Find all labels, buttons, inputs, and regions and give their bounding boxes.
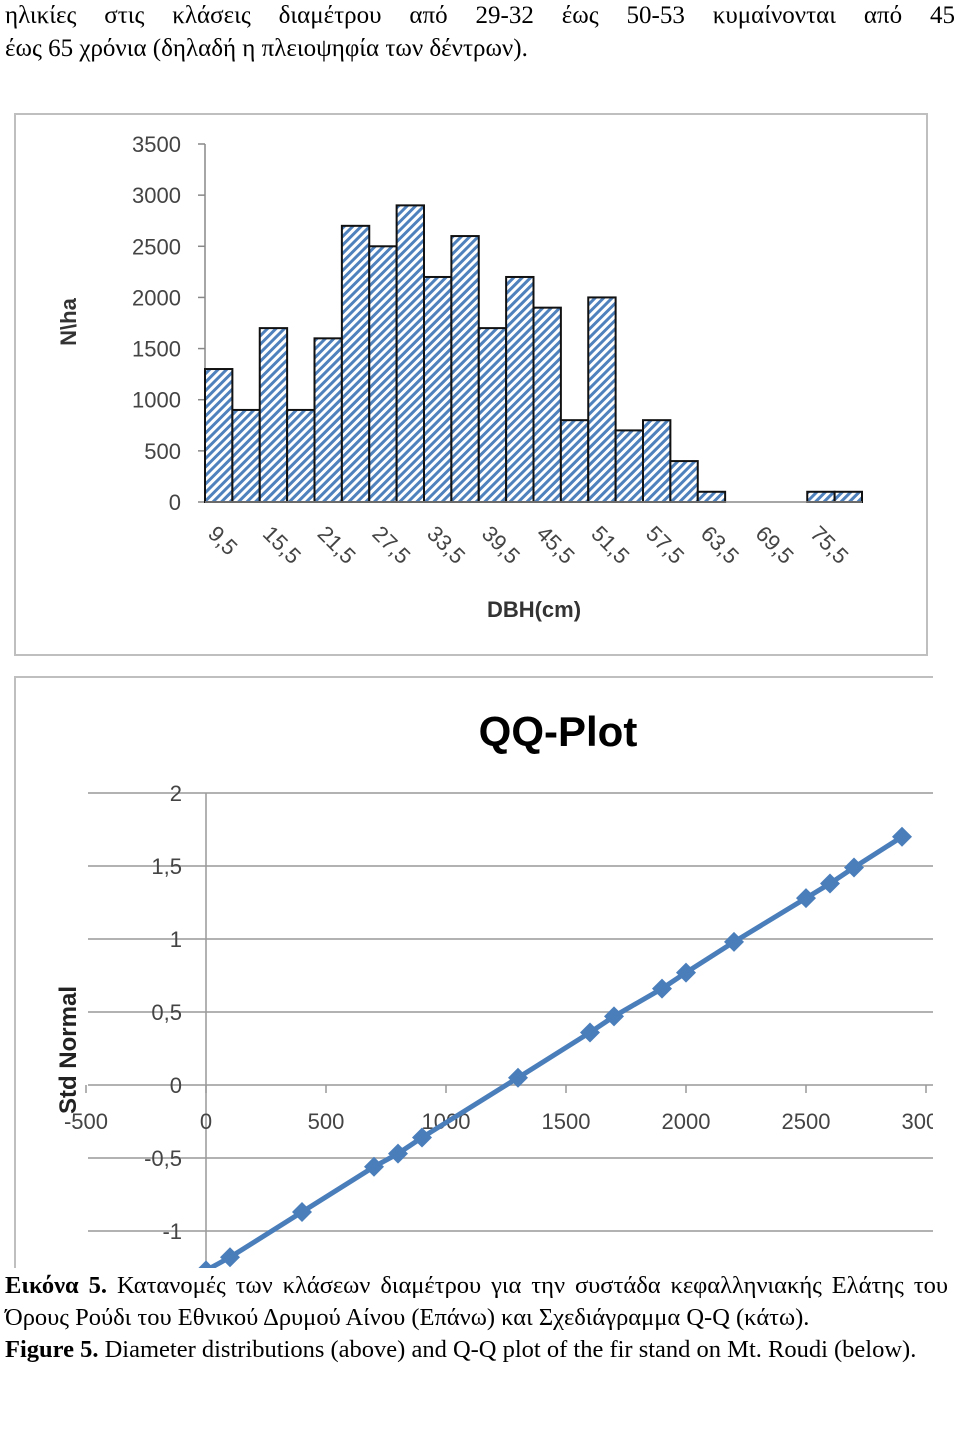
caption: Εικόνα 5. Κατανομές των κλάσεων διαμέτρο…: [5, 1270, 948, 1366]
x-tick-label: -500: [64, 1109, 108, 1134]
caption-label: Εικόνα 5.: [5, 1272, 108, 1299]
bar: [477, 327, 508, 503]
bar: [258, 327, 289, 503]
y-tick-label: 2: [170, 781, 182, 806]
bar: [204, 368, 234, 503]
y-tick-label: -0,5: [144, 1146, 182, 1171]
y-tick-label: 500: [144, 439, 181, 464]
data-point: [580, 1022, 600, 1043]
y-tick-label: 1: [170, 927, 182, 952]
bar: [806, 490, 836, 503]
x-tick-label: 3000: [902, 1109, 951, 1134]
x-tick-label: 500: [308, 1109, 345, 1134]
x-tick-label: 75,5: [805, 521, 853, 569]
bar: [231, 408, 261, 504]
data-point: [388, 1143, 408, 1164]
caption-text: Diameter distributions (above) and Q-Q p…: [104, 1336, 917, 1363]
data-point: [508, 1067, 528, 1088]
x-tick-label: 2000: [662, 1109, 711, 1134]
y-tick-label: 3000: [132, 183, 181, 208]
bar: [423, 275, 453, 503]
chart-border: [14, 676, 933, 1268]
y-tick-label: 0: [170, 1073, 182, 1098]
chart-border: [14, 113, 928, 656]
x-tick-label: 57,5: [641, 521, 689, 569]
x-tick-label: 51,5: [586, 521, 634, 569]
x-tick-label: 1500: [542, 1109, 591, 1134]
y-tick-label: 3500: [132, 132, 181, 157]
bar: [340, 224, 371, 503]
data-point: [292, 1202, 312, 1223]
data-line: [205, 834, 904, 1268]
data-point: [676, 962, 696, 983]
data-point: [892, 826, 912, 847]
bar: [833, 490, 863, 503]
y-tick-label: 2000: [132, 285, 181, 310]
chart-title: QQ-Plot: [479, 708, 638, 755]
bar: [614, 429, 644, 503]
bar: [505, 275, 535, 503]
y-tick-label: 0,5: [151, 1000, 182, 1025]
data-point: [604, 1006, 624, 1027]
x-tick-label: 69,5: [751, 521, 799, 569]
caption-english: Figure 5. Diameter distributions (above)…: [5, 1334, 948, 1366]
data-point: [364, 1156, 384, 1177]
data-point: [412, 1127, 432, 1148]
x-tick-label: 27,5: [367, 521, 415, 569]
y-tick-label: 2500: [132, 234, 181, 259]
x-tick-label: 9,5: [203, 521, 242, 560]
data-point: [652, 978, 672, 999]
bar: [286, 408, 316, 504]
bar: [450, 235, 480, 504]
qq-plot: QQ-Plot-1-0,500,511,52-500 0 500 1000 1500 20…: [14, 676, 951, 1268]
data-point: [724, 931, 744, 952]
caption-text: Κατανομές των κλάσεων διαμέτρου για την …: [5, 1272, 948, 1331]
y-tick-label: 1,5: [151, 854, 182, 879]
bar: [532, 306, 562, 503]
caption-label: Figure 5.: [5, 1336, 99, 1363]
caption-greek: Εικόνα 5. Κατανομές των κλάσεων διαμέτρο…: [5, 1270, 948, 1334]
x-tick-label: 33,5: [422, 521, 470, 569]
bar: [696, 490, 727, 503]
x-tick-label: 63,5: [696, 521, 744, 569]
x-tick-label: 39,5: [477, 521, 525, 569]
y-tick-label: 1500: [132, 337, 181, 362]
bar: [368, 245, 398, 503]
x-tick-label: 45,5: [532, 521, 580, 569]
data-point: [796, 888, 816, 909]
bar: [395, 204, 425, 503]
data-point: [820, 873, 840, 894]
data-point: [198, 1260, 214, 1268]
bar: [669, 460, 699, 504]
bar: [559, 419, 590, 503]
bar: [642, 419, 672, 503]
y-axis-title: Std Normal: [55, 986, 82, 1114]
x-axis-title: DBH(cm): [487, 597, 581, 622]
x-tick-label: 0: [200, 1109, 212, 1134]
x-tick-label: 15,5: [258, 521, 306, 569]
bar: [587, 296, 617, 503]
histogram: 0 500 1000 1500 2000 2500 3000 3500 9,5 15,5 21,5 2…: [56, 132, 863, 622]
paragraph-line: έως 65 χρόνια (δηλαδή η πλειοψηφία των δ…: [5, 35, 528, 62]
x-tick-label: 2500: [782, 1109, 831, 1134]
data-point: [844, 857, 864, 878]
y-tick-label: 0: [169, 490, 181, 515]
bar: [313, 337, 343, 504]
x-tick-label: 21,5: [313, 521, 361, 569]
paragraph-line: ηλικίες στις κλάσεις διαμέτρου από 29-32…: [5, 2, 955, 29]
y-tick-label: -1: [162, 1219, 182, 1244]
data-point: [220, 1247, 240, 1268]
y-axis-title: N\ha: [56, 297, 81, 345]
y-tick-label: 1000: [132, 388, 181, 413]
